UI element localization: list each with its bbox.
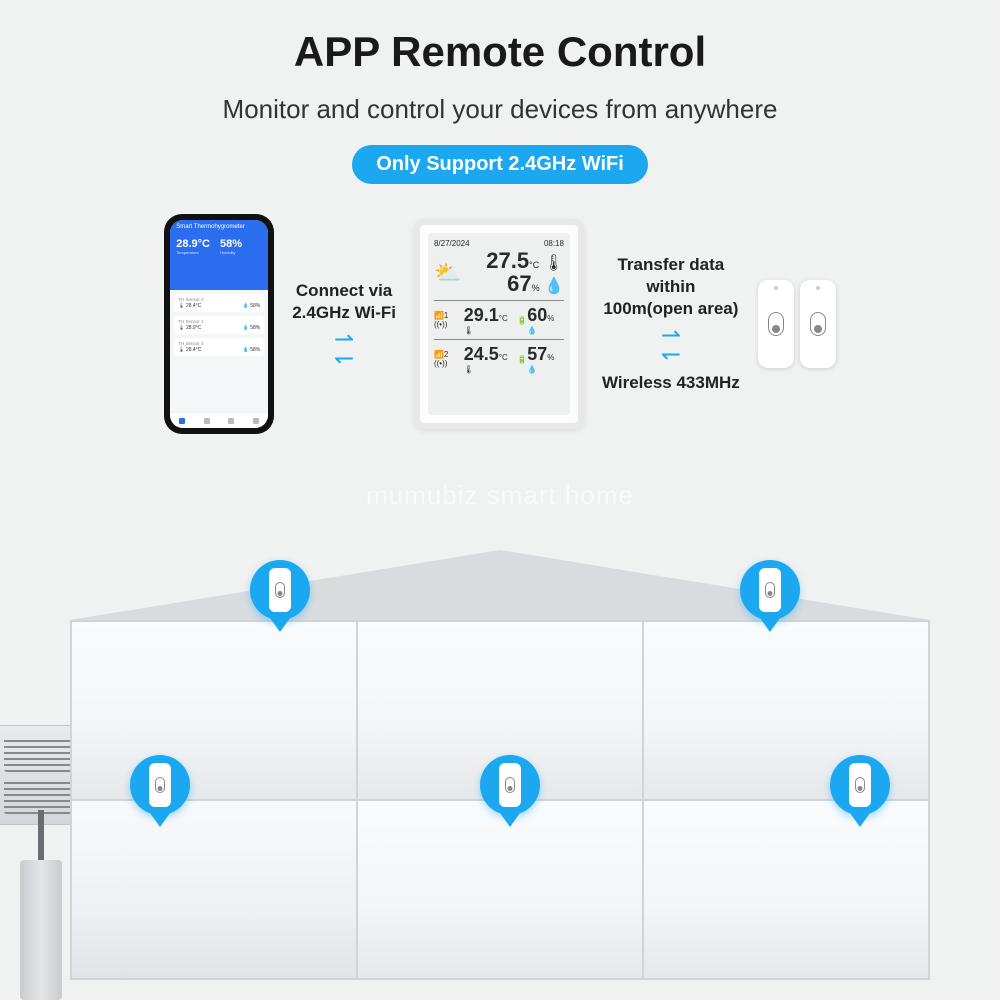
sensor-location-pin (830, 755, 890, 827)
room-garage (644, 801, 928, 978)
subtitle: Monitor and control your devices from an… (0, 94, 1000, 125)
devices-row: Smart Thermohygrometer 28.9°CTemperature… (0, 214, 1000, 434)
ground-floor (72, 801, 928, 978)
hub-channel-row: 📶1 ((•))29.1°C🌡🔋60%💧 (434, 301, 564, 340)
room-kitchen (72, 801, 358, 978)
wireless-label: Wireless 433MHz (602, 372, 740, 394)
hub-device: 8/27/202408:18 ⛅ 27.5°C 🌡 67% 💧 📶1 ((•))… (414, 219, 584, 429)
transfer-label: Transfer data within 100m(open area) (603, 254, 738, 320)
bidirectional-arrows-icon (661, 328, 681, 364)
wifi-label: Connect via 2.4GHz Wi-Fi (292, 280, 396, 324)
watermark: mumubiz smart home (0, 480, 1000, 511)
phone-mockup: Smart Thermohygrometer 28.9°CTemperature… (164, 214, 274, 434)
room-bedroom-1 (72, 622, 358, 799)
phone-sensor-list: TH Sensor 2🌡 28.4°C💧 58% TH Sensor 1🌡 28.… (170, 290, 268, 412)
phone-app-header: Smart Thermohygrometer 28.9°CTemperature… (170, 220, 268, 290)
phone-sensor-item: TH Sensor 1🌡 28.9°C💧 58% (174, 316, 264, 334)
wifi-badge: Only Support 2.4GHz WiFi (352, 145, 648, 184)
main-title: APP Remote Control (0, 0, 1000, 76)
hub-date: 8/27/2024 (434, 239, 470, 248)
wireless-block: Transfer data within 100m(open area) Wir… (602, 254, 740, 394)
sensor-device (800, 280, 836, 368)
sensor-location-pin (740, 560, 800, 632)
thermometer-icon (768, 312, 784, 336)
phone-sensor-item: TH Sensor 2🌡 28.4°C💧 58% (174, 294, 264, 312)
sensor-location-pin (130, 755, 190, 827)
sensor-location-pin (250, 560, 310, 632)
roof (70, 550, 930, 620)
water-heater (20, 860, 62, 1000)
room-living (358, 801, 644, 978)
phone-nav (170, 412, 268, 428)
sensor-device (758, 280, 794, 368)
phone-sensor-item: TH Sensor 3🌡 28.4°C💧 58% (174, 338, 264, 356)
bidirectional-arrows-icon (334, 332, 354, 368)
hub-time: 08:18 (544, 239, 564, 248)
sensor-location-pin (480, 755, 540, 827)
thermometer-icon (810, 312, 826, 336)
wifi-connect-block: Connect via 2.4GHz Wi-Fi (292, 280, 396, 368)
weather-icon: ⛅ (434, 260, 461, 286)
hub-channel-row: 📶2 ((•))24.5°C🌡🔋57%💧 (434, 340, 564, 378)
phone-app-title: Smart Thermohygrometer (176, 224, 262, 230)
sensor-pair (758, 280, 836, 368)
